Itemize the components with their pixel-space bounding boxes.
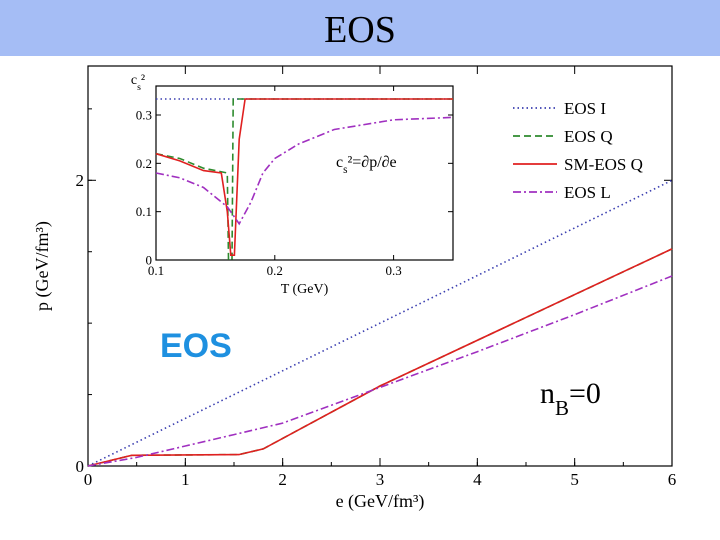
legend: EOS I EOS Q SM-EOS Q EOS L <box>513 99 643 202</box>
eos-overlay-label: EOS <box>160 327 232 365</box>
main-chart: 0 1 2 3 4 5 6 0 2 e (GeV/fm³) p (GeV/fm³) nB=0 <box>32 65 677 512</box>
y-tick-label: 0.1 <box>136 204 152 219</box>
title-bar: EOS <box>0 0 720 56</box>
x-tick-label: 2 <box>278 470 287 489</box>
x-tick-label: 5 <box>570 470 579 489</box>
x-tick-label: 1 <box>181 470 190 489</box>
series-line-eos-i <box>87 179 673 467</box>
x-tick-label: 3 <box>376 470 385 489</box>
series-line-eos-q <box>155 98 453 261</box>
chart-annotation: cs²=∂p/∂e <box>336 154 397 176</box>
x-tick-label: 0 <box>84 470 93 489</box>
legend-entry-eos-i: EOS I <box>564 99 606 118</box>
y-tick-label: 2 <box>76 171 85 190</box>
x-tick-label: 0.1 <box>148 263 164 278</box>
y-axis-label: p (GeV/fm³) <box>32 221 53 311</box>
legend-entry-eos-l: EOS L <box>564 183 611 202</box>
x-tick-label: 0.2 <box>267 263 283 278</box>
series-line-sm-eos-q <box>87 248 673 467</box>
slide-title: EOS <box>324 9 396 51</box>
plot-background <box>156 86 453 260</box>
x-tick-label: 0.3 <box>385 263 401 278</box>
series-line-sm-eos-q <box>155 98 453 256</box>
series-line-eos-l <box>155 116 454 226</box>
x-axis-label: T (GeV) <box>281 282 329 297</box>
y-tick-label: 0 <box>146 253 153 268</box>
y-tick-label: 0.3 <box>136 108 152 123</box>
y-tick-label: 0 <box>76 457 85 476</box>
y-tick-label: 0.2 <box>136 156 152 171</box>
chart-annotation: nB=0 <box>540 377 601 420</box>
legend-entry-eos-q: EOS Q <box>564 127 613 146</box>
x-tick-label: 4 <box>473 470 482 489</box>
x-axis-label: e (GeV/fm³) <box>336 491 425 512</box>
legend-entry-sm-eos-q: SM-EOS Q <box>564 155 643 174</box>
series-line-eos-l <box>87 275 673 467</box>
y-axis-label: cs² <box>131 73 145 93</box>
x-tick-label: 6 <box>668 470 677 489</box>
